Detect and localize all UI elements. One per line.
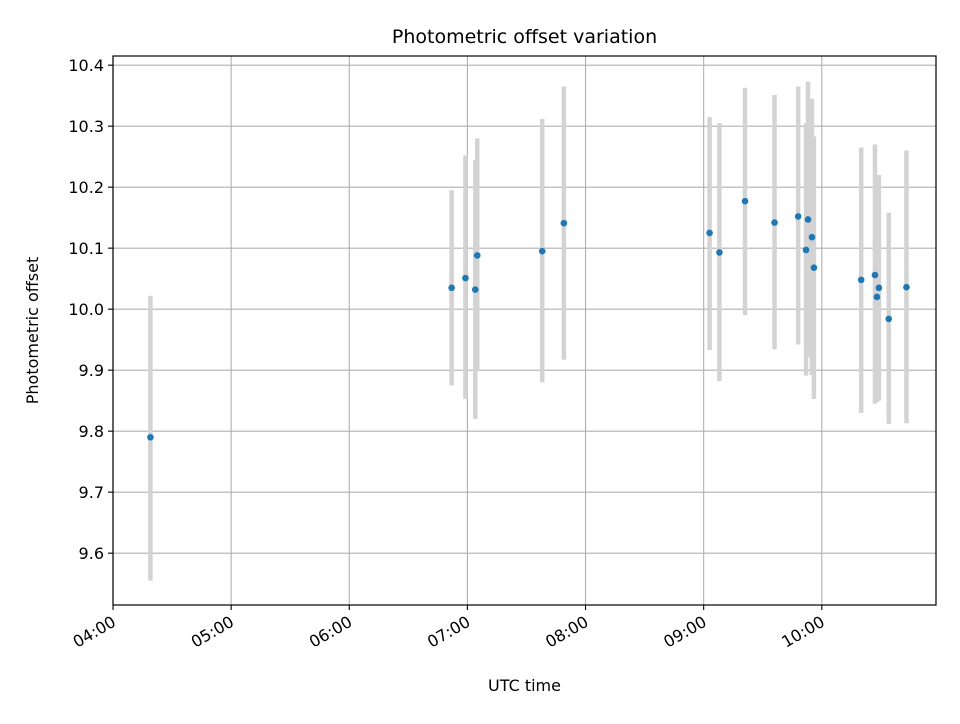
data-point xyxy=(771,219,778,226)
y-tick-label: 9.8 xyxy=(79,422,104,441)
data-point xyxy=(706,229,713,237)
data-point xyxy=(810,264,818,271)
x-axis-label: UTC time xyxy=(488,676,561,695)
grid xyxy=(112,56,936,605)
y-tick-label: 10.3 xyxy=(68,117,104,136)
y-tick-label: 9.7 xyxy=(79,483,104,502)
y-tick-label: 9.9 xyxy=(79,361,104,380)
data-point xyxy=(560,219,568,227)
data-point xyxy=(804,216,812,223)
plot-area-frame xyxy=(112,55,937,606)
data-point xyxy=(741,197,749,205)
data-point xyxy=(903,283,910,291)
data-point xyxy=(808,233,816,241)
data-point xyxy=(147,433,154,441)
data-point xyxy=(538,247,546,255)
data-point xyxy=(462,274,469,282)
data-point xyxy=(471,286,479,293)
y-tick-label: 9.6 xyxy=(79,544,104,563)
data-point xyxy=(716,249,723,256)
data-point xyxy=(448,284,455,292)
data-point xyxy=(885,315,893,323)
data-point xyxy=(871,271,879,279)
data-points xyxy=(147,197,910,441)
y-tick-label: 10.1 xyxy=(68,239,104,258)
data-point xyxy=(794,213,802,220)
y-tick-label: 10.4 xyxy=(68,56,104,75)
data-point xyxy=(875,284,883,292)
y-tick-label: 10.2 xyxy=(68,178,104,197)
data-point xyxy=(873,293,881,301)
data-point xyxy=(473,252,481,259)
y-tick-label: 10.0 xyxy=(68,300,104,319)
y-axis-label: Photometric offset xyxy=(23,257,42,405)
chart-title: Photometric offset variation xyxy=(392,26,657,48)
data-point xyxy=(857,276,865,284)
data-point xyxy=(802,246,810,254)
